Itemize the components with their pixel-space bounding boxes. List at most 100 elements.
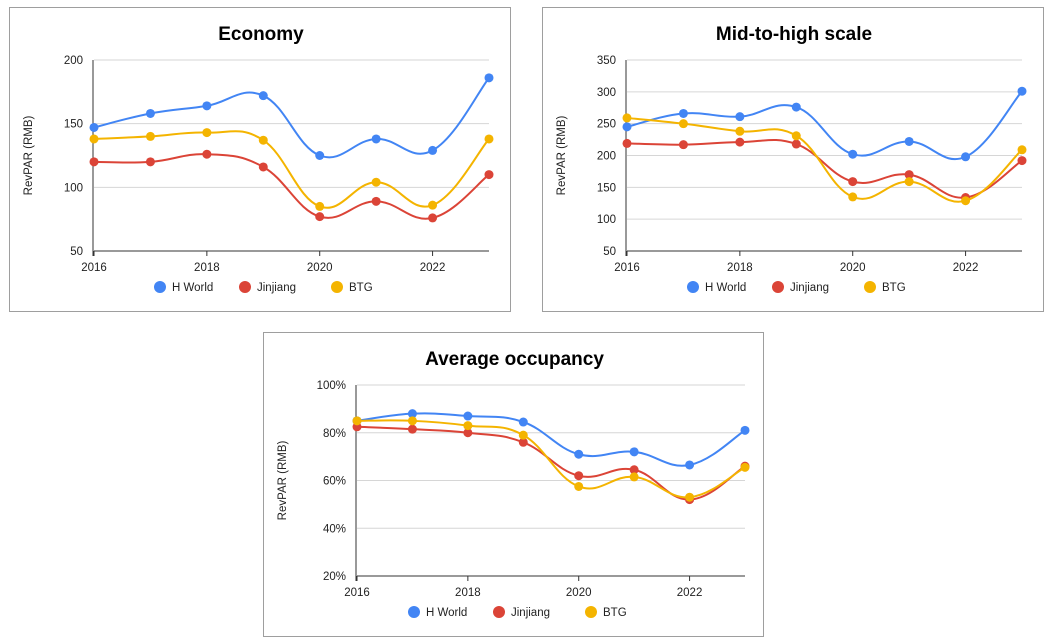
data-point-btg [740, 462, 750, 472]
data-point-btg [463, 421, 473, 431]
data-point-h-world [89, 122, 99, 132]
data-point-jinjiang [484, 170, 494, 180]
x-tick-label: 2022 [677, 587, 703, 599]
mid-to-high-scale-chart: Mid-to-high scale 50 100 150 200 250 300 350 201… [556, 24, 1027, 294]
data-point-jinjiang [622, 138, 632, 148]
x-tick-label: 2018 [455, 587, 481, 599]
y-tick-label: 200 [64, 55, 83, 67]
series-line-btg [93, 130, 490, 209]
data-point-btg [678, 119, 688, 129]
data-point-h-world [629, 447, 639, 457]
x-tick-label: 2022 [420, 262, 446, 274]
data-point-h-world [685, 460, 695, 470]
data-point-h-world [371, 134, 381, 144]
economy-chart: Economy 50 100 150 200 2016 2018 2020 2022 RevPAR… [23, 24, 494, 294]
data-point-h-world [1017, 86, 1027, 96]
legend-marker-btg [331, 281, 343, 293]
data-point-jinjiang [574, 471, 584, 481]
legend-label-btg: BTG [882, 282, 906, 294]
y-tick-label: 80% [323, 428, 346, 440]
y-tick-label: 100 [64, 182, 83, 194]
y-tick-label: 60% [323, 476, 346, 488]
data-point-jinjiang [89, 157, 99, 167]
data-point-jinjiang [629, 465, 639, 475]
data-point-jinjiang [202, 149, 212, 159]
x-tick-label: 2018 [727, 262, 753, 274]
data-point-jinjiang [848, 177, 858, 187]
y-tick-label: 350 [597, 55, 616, 67]
data-point-btg [629, 472, 639, 482]
data-point-h-world [202, 101, 212, 111]
data-point-btg [89, 134, 99, 144]
data-point-jinjiang [145, 157, 155, 167]
legend-marker-h-world [154, 281, 166, 293]
data-point-jinjiang [407, 424, 417, 434]
mid-to-high-scale-chart-panel: Mid-to-high scale 50 100 150 200 250 300 350 201… [542, 7, 1044, 312]
y-tick-label: 300 [597, 87, 616, 99]
x-tick-label: 2016 [344, 587, 370, 599]
chart-title: Economy [218, 24, 304, 45]
data-point-jinjiang [678, 140, 688, 150]
legend-marker-jinjiang [493, 606, 505, 618]
x-tick-label: 2016 [614, 262, 640, 274]
x-tick-label: 2018 [194, 262, 220, 274]
legend-marker-jinjiang [772, 281, 784, 293]
data-point-jinjiang [518, 437, 528, 447]
x-tick-label: 2020 [307, 262, 333, 274]
x-tick-label: 2022 [953, 262, 979, 274]
data-point-btg [371, 177, 381, 187]
data-point-btg [1017, 145, 1027, 155]
data-point-btg [574, 481, 584, 491]
data-point-h-world [735, 112, 745, 122]
x-tick-label: 2016 [81, 262, 107, 274]
y-tick-label: 250 [597, 119, 616, 131]
data-point-btg [352, 416, 362, 426]
legend-marker-btg [864, 281, 876, 293]
data-point-h-world [518, 417, 528, 427]
data-point-h-world [145, 108, 155, 118]
data-point-jinjiang [791, 139, 801, 149]
average-occupancy-chart: Average occupancy 20% 40% 60% 80% 100% 2016 201… [277, 349, 750, 619]
data-point-btg [484, 134, 494, 144]
data-point-jinjiang [463, 428, 473, 438]
series-line-btg [626, 116, 1023, 203]
legend-marker-h-world [408, 606, 420, 618]
legend-label-h-world: H World [426, 607, 467, 619]
data-point-btg [315, 201, 325, 211]
data-point-btg [145, 131, 155, 141]
data-point-btg [848, 192, 858, 202]
data-point-btg [407, 416, 417, 426]
y-tick-label: 100 [597, 214, 616, 226]
legend-label-btg: BTG [349, 282, 373, 294]
series-line-h-world [93, 77, 490, 159]
data-point-btg [735, 126, 745, 136]
chart-title: Average occupancy [425, 349, 604, 370]
data-point-jinjiang [904, 170, 914, 180]
y-tick-label: 40% [323, 523, 346, 535]
y-tick-label: 50 [603, 246, 616, 258]
legend-label-btg: BTG [603, 607, 627, 619]
economy-chart-panel: Economy 50 100 150 200 2016 2018 2020 2022 RevPAR… [9, 7, 511, 312]
data-point-btg [685, 492, 695, 502]
average-occupancy-chart-panel: Average occupancy 20% 40% 60% 80% 100% 2016 201… [263, 332, 764, 637]
data-point-btg [961, 196, 971, 206]
data-point-btg [258, 135, 268, 145]
data-point-jinjiang [428, 213, 438, 223]
legend-label-jinjiang: Jinjiang [790, 282, 829, 294]
data-point-jinjiang [735, 137, 745, 147]
data-point-h-world [622, 122, 632, 132]
data-point-btg [791, 131, 801, 141]
y-tick-label: 20% [323, 571, 346, 583]
data-point-jinjiang [1017, 156, 1027, 166]
data-point-h-world [791, 102, 801, 112]
data-point-btg [428, 200, 438, 210]
legend-label-jinjiang: Jinjiang [257, 282, 296, 294]
data-point-h-world [463, 411, 473, 421]
y-axis-label: RevPAR (RMB) [277, 441, 289, 521]
data-point-btg [518, 430, 528, 440]
y-tick-label: 150 [597, 182, 616, 194]
data-point-h-world [484, 73, 494, 83]
data-point-jinjiang [315, 212, 325, 222]
data-point-btg [622, 113, 632, 123]
legend-label-h-world: H World [705, 282, 746, 294]
